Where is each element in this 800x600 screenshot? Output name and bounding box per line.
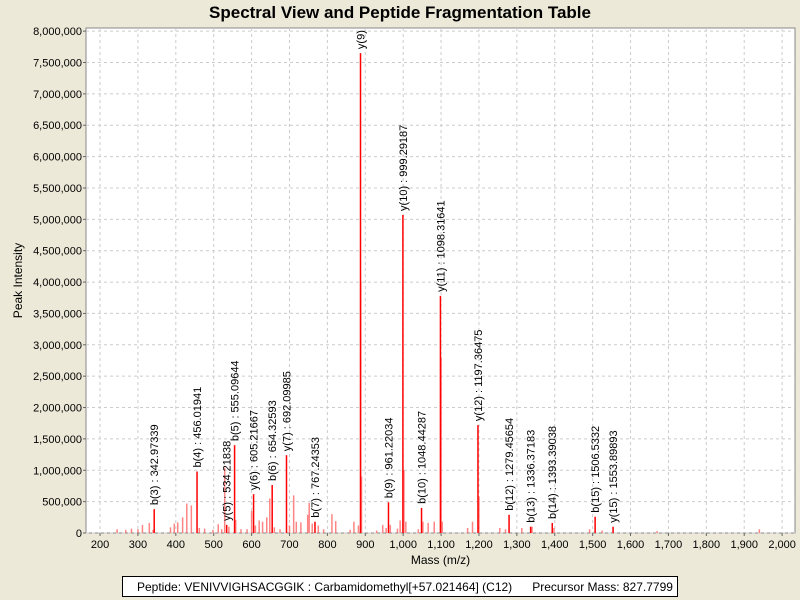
x-tick-label: 600 xyxy=(242,539,260,551)
y-tick-label: 0 xyxy=(76,528,82,540)
x-tick-label: 1,400 xyxy=(541,539,569,551)
x-tick-label: 1,100 xyxy=(427,539,455,551)
peak-label: y(9) xyxy=(356,30,368,49)
y-tick-label: 500,000 xyxy=(42,497,82,509)
y-tick-label: 1,000,000 xyxy=(33,465,82,477)
peak-label: b(13) : 1336.37183 xyxy=(526,430,538,523)
y-tick-label: 7,000,000 xyxy=(33,89,82,101)
peak-label: y(7) : 692.09985 xyxy=(281,371,293,451)
peak-label: b(6) : 654.32593 xyxy=(267,400,279,481)
spectrum-chart: 0 500,000 1,000,000 1,500,000 2,000,000 2,500… xyxy=(11,26,796,567)
y-tick-label: 6,500,000 xyxy=(33,120,82,132)
peak-label: b(3) : 342.97339 xyxy=(149,424,161,505)
y-tick-label: 2,500,000 xyxy=(33,371,82,383)
y-tick-label: 5,000,000 xyxy=(33,214,82,226)
y-tick-label: 7,500,000 xyxy=(33,58,82,70)
x-tick-label: 1,000 xyxy=(389,539,417,551)
x-tick-label: 1,900 xyxy=(730,539,758,551)
peak-label: y(10) : 999.29187 xyxy=(398,125,410,211)
x-tick-label: 200 xyxy=(91,539,109,551)
x-tick-label: 1,700 xyxy=(655,539,683,551)
x-axis-label: Mass (m/z) xyxy=(411,553,470,567)
y-tick-label: 1,500,000 xyxy=(33,434,82,446)
x-tick-label: 400 xyxy=(167,539,185,551)
x-tick-label: 1,800 xyxy=(693,539,721,551)
peptide-info: Peptide: VENIVVIGHSACGGIK : Carbamidomet… xyxy=(137,580,513,594)
peak-label: y(6) : 605.21667 xyxy=(249,410,261,490)
y-tick-label: 3,000,000 xyxy=(33,340,82,352)
y-tick-label: 5,500,000 xyxy=(33,183,82,195)
x-tick-label: 300 xyxy=(129,539,147,551)
peak-label: b(12) : 1279.45654 xyxy=(504,418,516,511)
y-tick-label: 8,000,000 xyxy=(33,26,82,38)
x-tick-label: 1,200 xyxy=(465,539,493,551)
chart-title: Spectral View and Peptide Fragmentation … xyxy=(209,3,591,22)
x-tick-label: 500 xyxy=(205,539,223,551)
peak-label: b(7) : 767.24353 xyxy=(310,437,322,518)
y-tick-label: 2,000,000 xyxy=(33,403,82,415)
x-tick-label: 1,600 xyxy=(617,539,645,551)
y-tick-label: 4,500,000 xyxy=(33,246,82,258)
y-tick-label: 4,000,000 xyxy=(33,277,82,289)
peak-label: y(12) : 1197.36475 xyxy=(473,330,485,422)
x-tick-label: 2,000 xyxy=(768,539,796,551)
x-tick-label: 1,300 xyxy=(503,539,531,551)
precursor-mass: Precursor Mass: 827.7799 xyxy=(532,580,673,594)
peak-label: y(11) : 1098.31641 xyxy=(435,200,447,292)
peak-label: b(4) : 456.01941 xyxy=(192,387,204,468)
y-tick-label: 3,500,000 xyxy=(33,308,82,320)
y-tick-label: 6,000,000 xyxy=(33,152,82,164)
peak-label: y(15) : 1553.89893 xyxy=(608,430,620,522)
x-tick-label: 700 xyxy=(280,539,298,551)
y-axis-label: Peak Intensity xyxy=(11,243,25,318)
peak-label: b(10) : 1048.44287 xyxy=(417,411,429,504)
peak-label: y(5) : 534.21838 xyxy=(222,441,234,521)
x-tick-label: 900 xyxy=(356,539,374,551)
peak-label: b(5) : 555.09644 xyxy=(230,360,242,441)
x-tick-label: 1,500 xyxy=(579,539,607,551)
peak-label: b(14) : 1393.39038 xyxy=(547,426,559,519)
x-tick-label: 800 xyxy=(318,539,336,551)
peptide-info-box: Peptide: VENIVVIGHSACGGIK : Carbamidomet… xyxy=(122,576,678,597)
peak-label: b(9) : 961.22034 xyxy=(383,418,395,499)
peak-label: b(15) : 1506.5332 xyxy=(590,426,602,513)
